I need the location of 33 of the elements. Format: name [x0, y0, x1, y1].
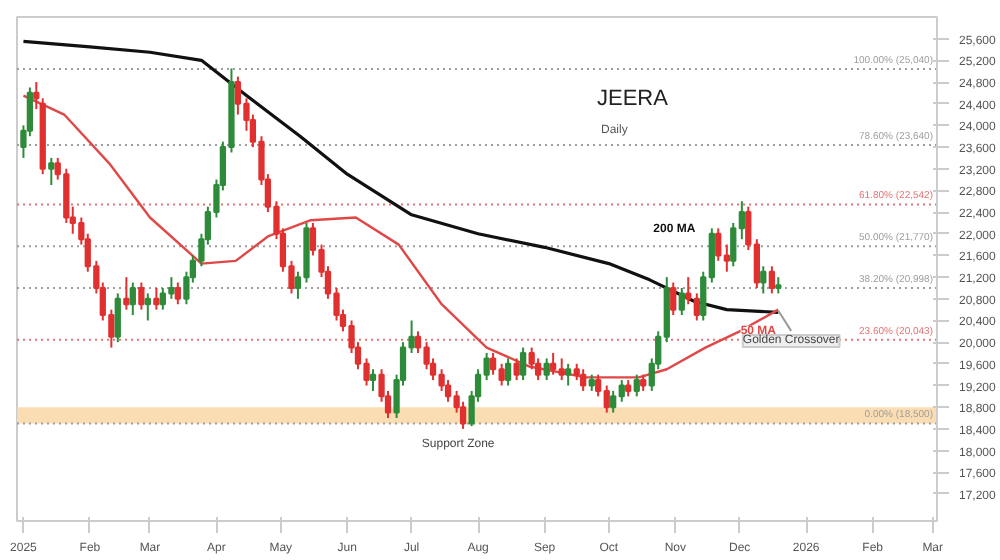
candlestick — [504, 357, 512, 387]
candlestick — [48, 156, 55, 186]
line-series — [21, 39, 780, 314]
candlestick — [558, 357, 565, 382]
candlestick — [513, 357, 520, 382]
candlestick — [693, 292, 700, 322]
candlestick — [168, 276, 175, 300]
candlestick — [123, 276, 130, 311]
candlestick — [580, 368, 587, 392]
candlestick — [369, 368, 377, 392]
candlestick — [543, 357, 550, 382]
candlestick — [519, 346, 527, 382]
candlestick — [715, 227, 722, 262]
candlestick — [633, 373, 640, 398]
candlestick — [489, 352, 497, 376]
candlestick — [618, 379, 625, 403]
candlestick — [234, 75, 242, 116]
candlestick — [144, 292, 151, 322]
candlestick — [670, 281, 677, 317]
candlestick — [565, 362, 572, 387]
text: JEERA — [597, 87, 670, 111]
candlestick — [678, 286, 685, 317]
candlestick — [114, 292, 121, 344]
candlestick — [768, 265, 776, 295]
candlestick — [610, 389, 617, 414]
candlestick — [153, 286, 160, 311]
candlestick — [760, 265, 767, 295]
candlestick — [129, 281, 136, 317]
candlestick — [174, 281, 181, 306]
candlestick — [549, 352, 557, 376]
candlestick — [603, 384, 610, 414]
candlestick — [138, 281, 145, 311]
candlestick — [498, 362, 505, 387]
